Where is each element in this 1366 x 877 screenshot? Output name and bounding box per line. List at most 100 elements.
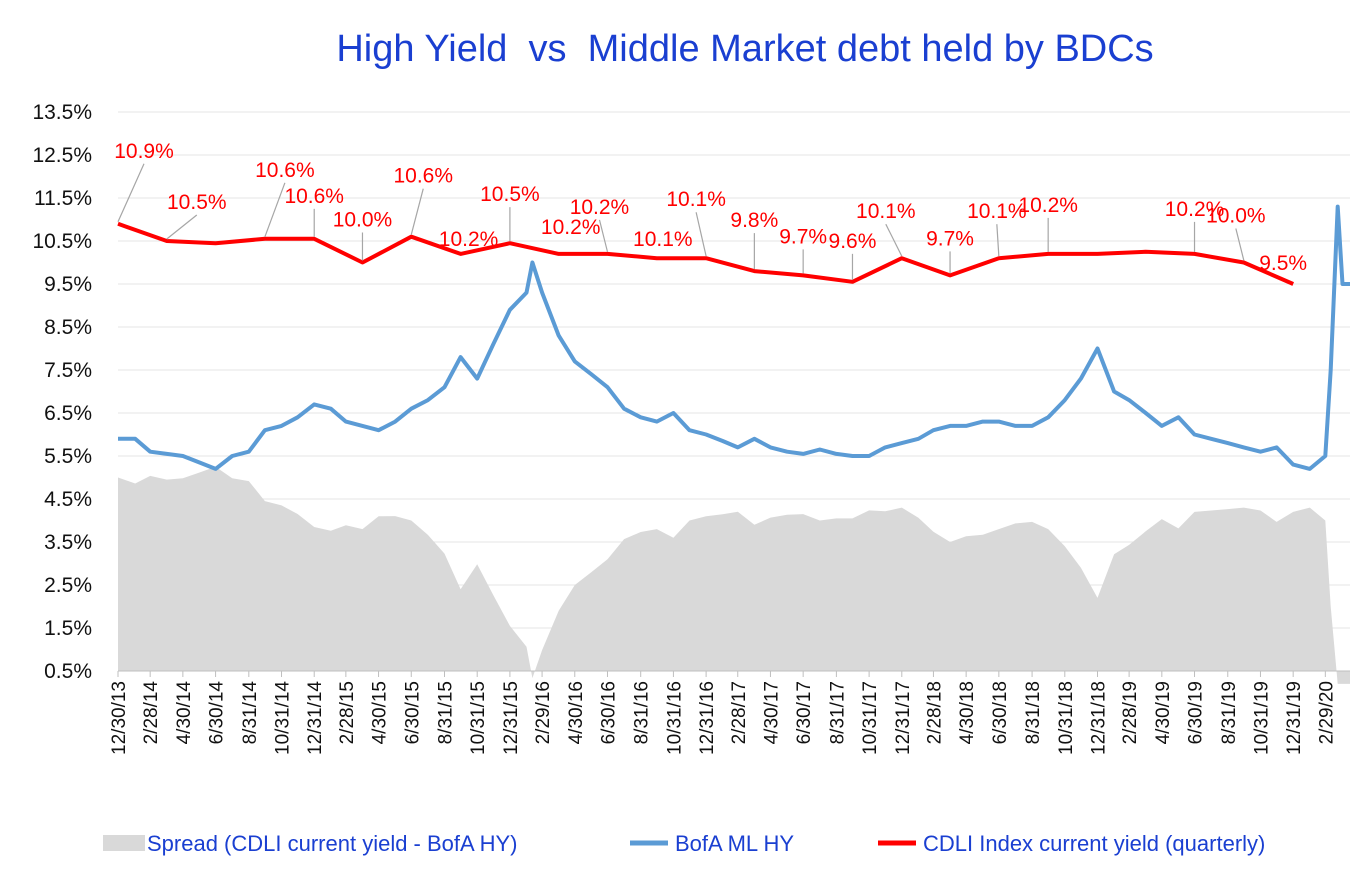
y-tick-label: 12.5% xyxy=(32,144,92,167)
leader-line xyxy=(1235,228,1245,261)
x-tick-label: 2/28/19 xyxy=(1120,681,1141,744)
x-tick-label: 10/31/16 xyxy=(664,681,685,755)
x-tick-label: 8/31/18 xyxy=(1023,681,1044,744)
cdli-data-label: 10.9% xyxy=(114,140,174,163)
leader-line xyxy=(410,188,424,235)
x-tick-label: 2/28/15 xyxy=(337,681,358,744)
cdli-data-label: 9.6% xyxy=(829,230,877,253)
x-tick-label: 4/30/14 xyxy=(174,681,195,745)
legend: Spread (CDLI current yield - BofA HY) Bo… xyxy=(103,831,1265,856)
spread-area xyxy=(118,466,1350,684)
leader-line xyxy=(264,182,286,238)
x-tick-label: 6/30/15 xyxy=(402,681,423,744)
cdli-data-label: 9.5% xyxy=(1259,252,1307,275)
x-tick-label: 12/31/18 xyxy=(1088,681,1109,755)
x-tick-label: 10/31/18 xyxy=(1056,681,1077,755)
x-tick-label: 6/30/19 xyxy=(1186,681,1207,744)
x-tick-label: 10/31/14 xyxy=(273,681,294,755)
leader-line xyxy=(695,212,707,257)
x-tick-label: 12/30/13 xyxy=(109,681,130,755)
bofa-hy-line-series xyxy=(118,204,1350,471)
y-tick-label: 6.5% xyxy=(44,402,92,425)
cdli-data-label: 10.2% xyxy=(439,228,499,251)
y-axis: 13.5% 12.5% 11.5% 10.5% 9.5% 8.5% 7.5% 6.5% 5.5%… xyxy=(32,101,1350,683)
x-tick-label: 4/30/16 xyxy=(566,681,587,744)
cdli-line xyxy=(117,221,1294,286)
cdli-data-label: 10.0% xyxy=(333,209,393,232)
cdli-data-label: 10.2% xyxy=(1018,194,1078,217)
legend-label-cdli: CDLI Index current yield (quarterly) xyxy=(923,831,1265,856)
leader-line xyxy=(885,223,903,257)
x-tick-label: 8/31/19 xyxy=(1219,681,1240,744)
cdli-data-label: 10.1% xyxy=(633,228,693,251)
legend-label-spread: Spread (CDLI current yield - BofA HY) xyxy=(147,831,517,856)
cdli-data-label: 10.1% xyxy=(856,200,916,223)
y-tick-label: 1.5% xyxy=(44,617,92,640)
x-tick-label: 2/29/16 xyxy=(533,681,554,744)
cdli-data-label: 10.2% xyxy=(541,216,601,239)
y-tick-label: 8.5% xyxy=(44,316,92,339)
x-tick-label: 2/29/20 xyxy=(1316,681,1337,744)
cdli-data-label: 9.7% xyxy=(779,225,827,248)
y-tick-label: 2.5% xyxy=(44,574,92,597)
y-tick-label: 13.5% xyxy=(32,101,92,124)
leader-line xyxy=(996,224,1000,257)
cdli-data-label: 9.8% xyxy=(730,209,778,232)
x-tick-label: 12/31/16 xyxy=(697,681,718,755)
x-tick-label: 2/28/18 xyxy=(924,681,945,744)
data-label-leaders xyxy=(117,163,1245,280)
y-tick-label: 7.5% xyxy=(44,359,92,382)
y-tick-label: 3.5% xyxy=(44,531,92,554)
cdli-data-label: 10.5% xyxy=(480,183,540,206)
bofa-hy-line xyxy=(118,204,1350,471)
x-tick-label: 10/31/17 xyxy=(860,681,881,755)
x-tick-label: 12/31/17 xyxy=(893,681,914,755)
x-tick-label: 6/30/17 xyxy=(794,681,815,744)
x-tick-label: 6/30/14 xyxy=(207,681,228,745)
y-tick-label: 11.5% xyxy=(34,187,92,210)
chart-title: High Yield vs Middle Market debt held by… xyxy=(336,28,1154,70)
x-tick-label: 8/31/15 xyxy=(435,681,456,744)
cdli-data-label: 9.7% xyxy=(926,227,974,250)
legend-label-hy: BofA ML HY xyxy=(675,831,794,856)
x-tick-label: 8/31/16 xyxy=(632,681,653,744)
y-tick-label: 4.5% xyxy=(44,488,92,511)
x-tick-label: 4/30/18 xyxy=(957,681,978,744)
x-tick-label: 12/31/19 xyxy=(1284,681,1305,755)
cdli-data-label: 10.2% xyxy=(1165,198,1225,221)
leader-line xyxy=(598,219,609,253)
cdli-data-label: 10.6% xyxy=(284,185,344,208)
x-tick-label: 2/28/14 xyxy=(141,681,162,745)
y-tick-label: 10.5% xyxy=(32,230,92,253)
x-tick-label: 12/31/15 xyxy=(501,681,522,755)
cdli-data-label: 10.5% xyxy=(167,191,227,214)
x-tick-label: 2/28/17 xyxy=(729,681,750,744)
data-labels: 10.9%10.5%10.6%10.6%10.0%10.6%10.2%10.5%… xyxy=(114,140,1307,275)
x-tick-label: 6/30/16 xyxy=(598,681,619,744)
leader-line xyxy=(117,163,145,223)
x-axis: 12/30/13 2/28/14 4/30/14 6/30/14 8/31/14 10/3… xyxy=(109,671,1337,755)
x-tick-label: 4/30/15 xyxy=(370,681,391,744)
x-tick-label: 12/31/14 xyxy=(305,681,326,755)
x-tick-label: 10/31/15 xyxy=(468,681,489,755)
legend-swatch-spread xyxy=(103,835,145,851)
spread-area-series xyxy=(118,466,1350,684)
leader-line xyxy=(166,214,198,240)
cdli-data-label: 10.0% xyxy=(1206,205,1266,228)
x-tick-label: 6/30/18 xyxy=(990,681,1011,744)
cdli-data-label: 10.1% xyxy=(967,200,1027,223)
y-tick-label: 5.5% xyxy=(44,445,92,468)
cdli-data-label: 10.2% xyxy=(570,196,630,219)
x-tick-label: 8/31/14 xyxy=(240,681,261,745)
y-tick-label: 0.5% xyxy=(44,660,92,683)
x-tick-label: 8/31/17 xyxy=(827,681,848,744)
cdli-data-label: 10.6% xyxy=(255,159,315,182)
cdli-line-series xyxy=(117,221,1294,286)
x-tick-label: 4/30/17 xyxy=(761,681,782,744)
x-tick-label: 10/31/19 xyxy=(1251,681,1272,755)
x-tick-label: 4/30/19 xyxy=(1153,681,1174,744)
y-tick-label: 9.5% xyxy=(44,273,92,296)
cdli-data-label: 10.6% xyxy=(393,165,453,188)
cdli-data-label: 10.1% xyxy=(666,188,726,211)
